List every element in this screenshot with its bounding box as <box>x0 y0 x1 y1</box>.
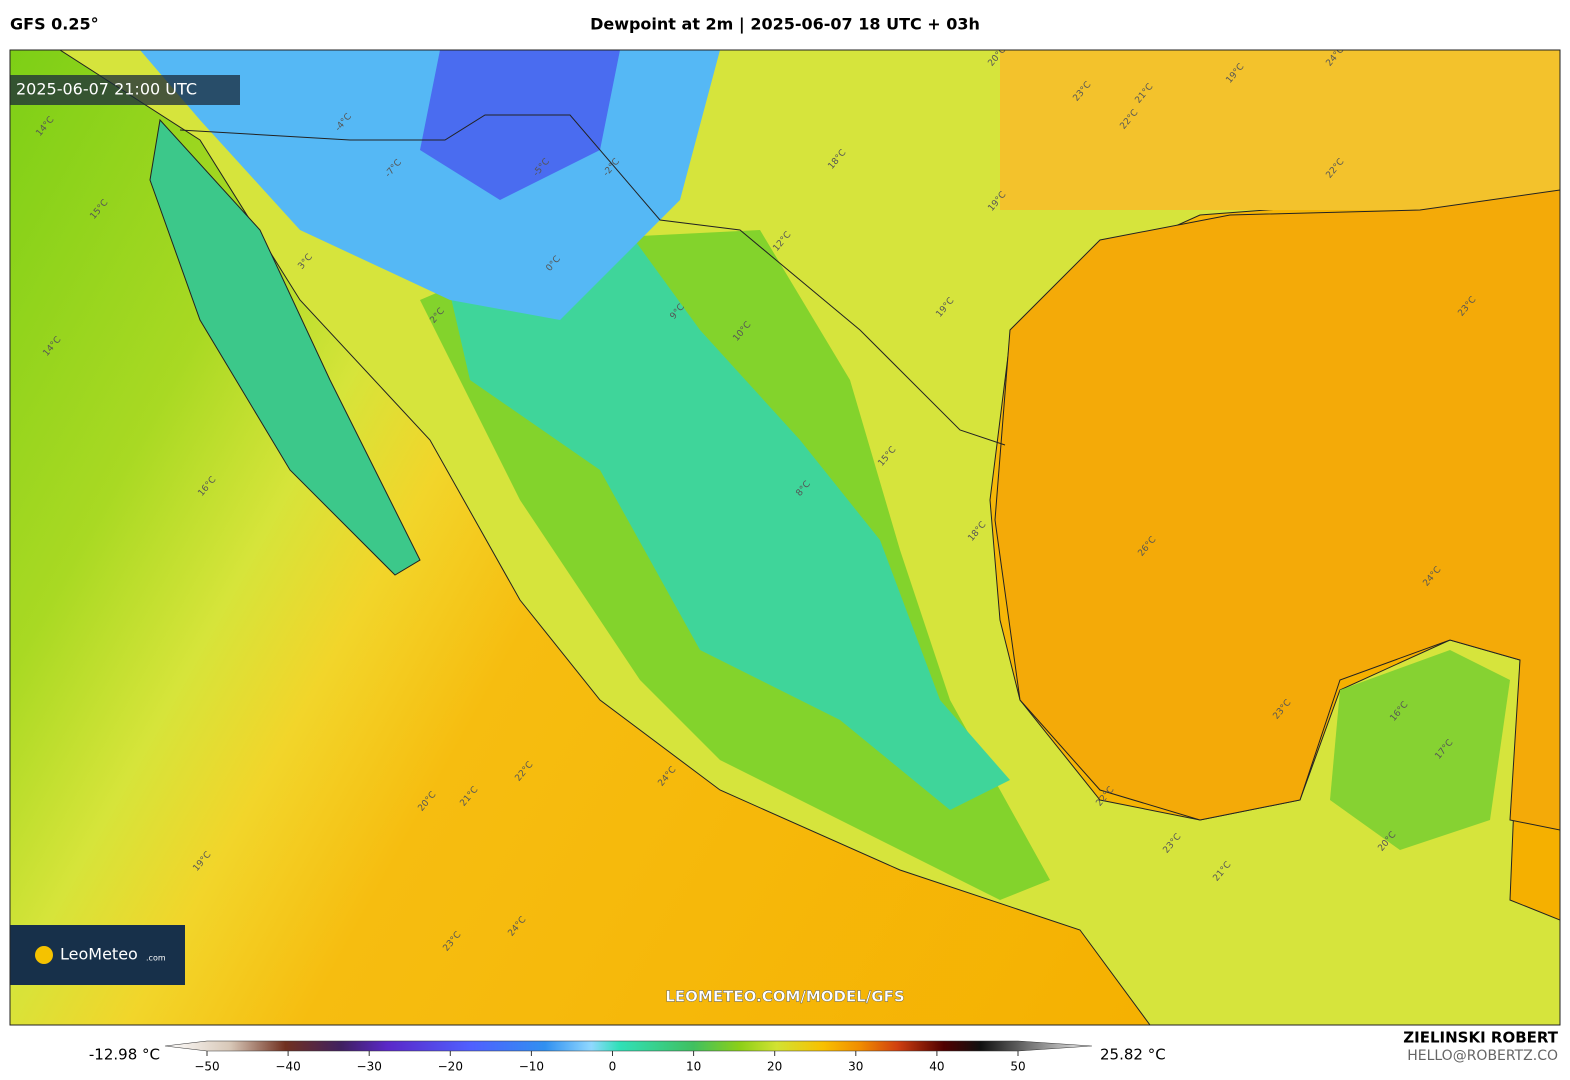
border <box>179 114 1006 446</box>
colorbar-max: 25.82 °C <box>1100 1046 1166 1064</box>
map: 14°C14°C15°C16°C18°C19°C19°C21°C22°C23°C… <box>10 50 1560 1025</box>
colorbar-min: -12.98 °C <box>89 1046 160 1064</box>
colorbar-tick-label: 50 <box>1010 1060 1025 1074</box>
colorbar-tick-label: 0 <box>609 1060 617 1074</box>
timestamp-box <box>10 75 240 105</box>
yucatan <box>1330 650 1510 850</box>
colorbar-tick-label: 40 <box>929 1060 944 1074</box>
colorbar-tick-label: −40 <box>275 1060 300 1074</box>
colorbar-tick-label: −30 <box>357 1060 382 1074</box>
colorbar-tick-label: −10 <box>519 1060 544 1074</box>
email: HELLO@ROBERTZ.CO <box>1407 1048 1558 1064</box>
logo-suffix: .com <box>146 954 166 963</box>
map-frame <box>9 49 1561 1026</box>
logo-brand: LeoMeteo <box>60 945 138 964</box>
colorbar-tick-label: 20 <box>767 1060 782 1074</box>
logo-sun <box>35 946 53 964</box>
colorbar-tick-label: −20 <box>438 1060 463 1074</box>
author: ZIELINSKI ROBERT <box>1403 1029 1558 1047</box>
map-title: Dewpoint at 2m | 2025-06-07 18 UTC + 03h <box>590 15 980 35</box>
teal-zone <box>440 220 1010 810</box>
colorbar <box>164 1040 1093 1052</box>
very-cold-zone <box>420 50 620 200</box>
model-name: GFS 0.25° <box>10 15 99 34</box>
timestamp: 2025-06-07 21:00 UTC <box>16 80 197 99</box>
colorbar-tick-label: −50 <box>194 1060 219 1074</box>
baja <box>149 118 421 576</box>
land-east <box>1000 50 1560 210</box>
colorbar-tick-label: 30 <box>848 1060 863 1074</box>
gulf <box>994 189 1560 831</box>
colorbar-tick-label: 10 <box>686 1060 701 1074</box>
watermark: LEOMETEO.COM/MODEL/GFS <box>665 988 904 1006</box>
colorbar-ticks: −50 −40 −30 −20 −10 0 10 20 30 40 50 <box>194 1051 1026 1074</box>
